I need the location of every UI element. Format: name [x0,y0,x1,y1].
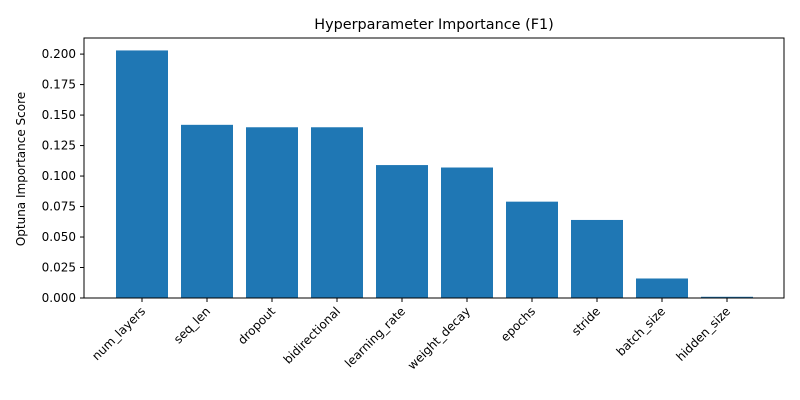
bar-seq-len [181,124,233,298]
x-tick-label: epochs [498,304,538,344]
plot-frame [83,37,785,299]
chart-title: Hyperparameter Importance (F1) [314,17,554,33]
bars-layer [116,50,753,298]
y-tick-label: 0.000 [42,291,76,305]
bar-batch-size [636,278,688,298]
y-tick-label: 0.050 [42,230,76,244]
x-tick-label: num_layers [89,304,148,363]
bar-hidden-size [701,296,753,298]
bar-bidirectional [311,127,363,298]
x-tick-label: dropout [235,304,278,347]
y-axis-title: Optuna Importance Score [14,92,28,246]
x-tick-label: hidden_size [673,304,733,364]
bar-dropout [246,127,298,298]
bar-num-layers [116,50,168,298]
y-tick-label: 0.100 [42,169,76,183]
x-axis-ticks: num_layers seq_len dropout bidirectionallea… [89,298,733,372]
y-tick-label: 0.125 [42,139,76,153]
x-tick-label: learning_rate [342,304,408,370]
y-tick-label: 0.175 [42,78,76,92]
bar-epochs [506,201,558,298]
x-tick-label: batch_size [614,304,669,359]
y-tick-label: 0.075 [42,200,76,214]
x-tick-label: seq_len [171,304,213,346]
y-tick-label: 0.200 [42,47,76,61]
x-tick-label: stride [569,304,603,338]
y-axis-ticks: 0.000 0.025 0.050 0.075 0.100 0.125 0.150 0.175… [42,47,84,305]
bar-weight-decay [441,167,493,298]
x-tick-label: bidirectional [281,304,343,366]
x-tick-label: weight_decay [405,304,473,372]
bar-stride [571,219,623,298]
y-tick-label: 0.025 [42,261,76,275]
y-tick-label: 0.150 [42,108,76,122]
bar-learning-rate [376,165,428,298]
